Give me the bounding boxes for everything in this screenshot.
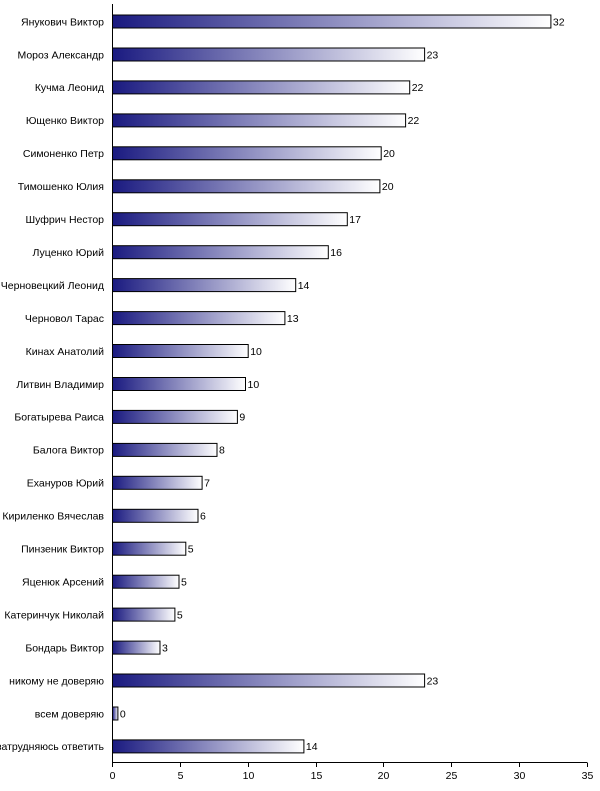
x-tick-label: 20 xyxy=(378,770,390,782)
value-label: 10 xyxy=(248,379,260,391)
category-label: никому не доверяю xyxy=(9,675,104,687)
x-tick-label: 5 xyxy=(178,770,184,782)
value-label: 14 xyxy=(306,741,318,753)
category-label: Симоненко Петр xyxy=(23,148,104,160)
bar xyxy=(112,377,246,391)
category-label: Кириленко Вячеслав xyxy=(2,511,104,523)
value-label: 3 xyxy=(162,642,168,654)
value-label: 5 xyxy=(181,577,187,589)
bar xyxy=(112,113,407,128)
value-label: 20 xyxy=(382,181,394,193)
category-label: Шуфрич Нестор xyxy=(25,214,104,226)
bar xyxy=(112,344,249,358)
value-label: 22 xyxy=(408,115,420,127)
category-label: Кинах Анатолий xyxy=(26,346,104,358)
category-label: Тимошенко Юлия xyxy=(18,181,104,193)
x-tick-label: 25 xyxy=(446,770,458,782)
bar xyxy=(112,442,218,457)
bar xyxy=(112,475,203,490)
bar xyxy=(112,508,199,523)
value-label: 0 xyxy=(120,708,126,720)
bar xyxy=(112,47,426,62)
value-label: 20 xyxy=(383,148,395,160)
value-label: 8 xyxy=(219,445,225,457)
x-tick-label: 0 xyxy=(110,770,116,782)
value-label: 14 xyxy=(298,280,310,292)
category-label: Бондарь Виктор xyxy=(25,642,104,654)
category-label: всем доверяю xyxy=(35,708,104,720)
category-label: Пинзеник Виктор xyxy=(21,544,104,556)
bar xyxy=(112,640,161,655)
value-label: 9 xyxy=(239,412,245,424)
bar xyxy=(112,673,426,688)
value-label: 7 xyxy=(204,478,210,490)
value-label: 16 xyxy=(330,247,342,259)
category-label: Богатырева Раиса xyxy=(14,412,104,424)
category-label: Ехануров Юрий xyxy=(27,478,104,490)
category-label: Мороз Александр xyxy=(17,49,104,61)
bar xyxy=(112,574,180,589)
bar xyxy=(112,607,176,622)
category-label: Янукович Виктор xyxy=(21,16,104,28)
x-tick-label: 30 xyxy=(514,770,526,782)
x-tick-label: 15 xyxy=(311,770,323,782)
category-label: Катеринчук Николай xyxy=(4,609,104,621)
value-label: 22 xyxy=(412,82,424,94)
bar xyxy=(112,739,305,754)
category-label: Черновецкий Леонид xyxy=(1,280,104,292)
value-label: 13 xyxy=(287,313,299,325)
value-label: 23 xyxy=(427,675,439,687)
category-label: Балога Виктор xyxy=(33,445,104,457)
bar xyxy=(112,245,329,260)
category-label: Яценюк Арсений xyxy=(22,577,104,589)
bar xyxy=(112,311,286,326)
bar xyxy=(112,706,119,721)
category-label: Литвин Владимир xyxy=(16,379,104,391)
value-label: 17 xyxy=(349,214,361,226)
bar xyxy=(112,14,552,29)
value-label: 5 xyxy=(188,544,194,556)
category-labels: Янукович Виктор Мороз Александр Кучма Леон… xyxy=(0,16,105,753)
value-label: 5 xyxy=(177,609,183,621)
x-axis: 0 5 10 15 20 25 30 35 xyxy=(110,4,594,782)
bar xyxy=(112,212,348,227)
bar xyxy=(112,146,382,161)
value-label: 23 xyxy=(427,49,439,61)
category-label: Кучма Леонид xyxy=(35,82,104,94)
x-tick-label: 35 xyxy=(582,770,594,782)
bar xyxy=(112,278,297,293)
category-label: Черновол Тарас xyxy=(25,313,104,325)
x-tick-label: 10 xyxy=(243,770,255,782)
bar xyxy=(112,80,411,95)
bar xyxy=(112,179,381,194)
value-label: 10 xyxy=(250,346,262,358)
value-label: 32 xyxy=(553,16,565,28)
category-label: Ющенко Виктор xyxy=(26,115,104,127)
category-label: Луценко Юрий xyxy=(33,247,105,259)
bars xyxy=(112,14,552,754)
bar xyxy=(112,541,187,556)
value-labels: 32 23 22 22 20 20 17 16 14 13 10 10 9 8 7 6 5 5 5 3 23 0 14 xyxy=(120,16,565,753)
bar xyxy=(112,409,238,424)
category-label: затрудняюсь ответить xyxy=(0,741,105,753)
value-label: 6 xyxy=(200,511,206,523)
